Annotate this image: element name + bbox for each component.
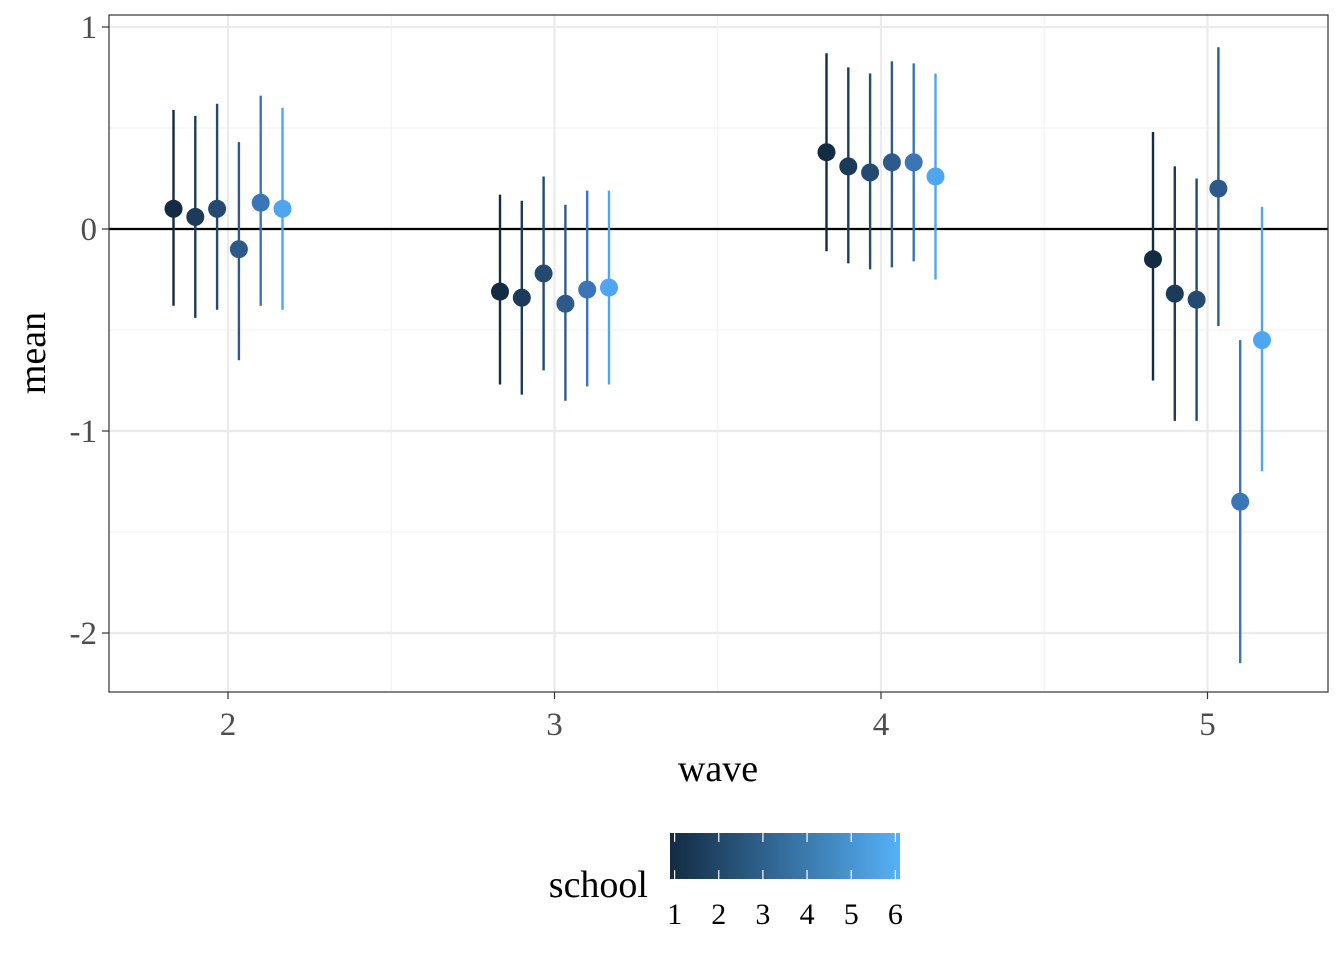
x-tick-label: 3 bbox=[546, 707, 563, 743]
data-marks bbox=[164, 47, 1271, 664]
point-school-4-wave-2 bbox=[229, 240, 248, 259]
point-school-2-wave-5 bbox=[1165, 284, 1184, 303]
point-school-4-wave-5 bbox=[1209, 179, 1228, 198]
point-school-4-wave-4 bbox=[882, 153, 901, 172]
point-school-2-wave-2 bbox=[186, 207, 205, 226]
y-tick-label: -2 bbox=[70, 616, 98, 652]
point-school-4-wave-3 bbox=[556, 294, 575, 313]
point-school-2-wave-3 bbox=[512, 288, 531, 307]
plot-panel-border bbox=[108, 14, 1329, 693]
x-tick-label: 2 bbox=[220, 707, 237, 743]
y-axis-title: mean bbox=[12, 312, 54, 394]
point-school-1-wave-4 bbox=[817, 143, 836, 162]
legend-label: 3 bbox=[755, 898, 770, 931]
point-school-6-wave-5 bbox=[1253, 331, 1271, 350]
y-tick-label: 0 bbox=[81, 212, 98, 248]
point-school-1-wave-3 bbox=[491, 282, 509, 301]
point-school-5-wave-3 bbox=[578, 280, 597, 299]
point-school-3-wave-2 bbox=[208, 199, 227, 218]
point-school-5-wave-4 bbox=[904, 153, 923, 172]
grid-lines bbox=[109, 15, 1328, 692]
legend-label: 1 bbox=[667, 898, 682, 931]
x-axis-title: wave bbox=[678, 748, 758, 790]
point-school-3-wave-3 bbox=[534, 264, 553, 283]
legend-colorbar bbox=[670, 833, 900, 879]
x-tick-label: 5 bbox=[1199, 707, 1216, 743]
point-school-6-wave-2 bbox=[273, 199, 292, 218]
point-school-6-wave-4 bbox=[926, 167, 945, 186]
legend-title: school bbox=[549, 864, 648, 906]
point-school-6-wave-3 bbox=[600, 278, 618, 297]
point-school-3-wave-5 bbox=[1187, 290, 1206, 309]
y-axis: 1 0 -1 -2 bbox=[70, 10, 109, 652]
point-school-2-wave-4 bbox=[839, 157, 858, 176]
x-tick-label: 4 bbox=[873, 707, 890, 743]
x-axis: 2 3 4 5 bbox=[220, 692, 1216, 743]
legend-label: 2 bbox=[711, 898, 726, 931]
point-school-3-wave-4 bbox=[861, 163, 880, 182]
point-school-5-wave-5 bbox=[1231, 492, 1250, 511]
legend-label: 6 bbox=[888, 898, 903, 931]
y-tick-label: -1 bbox=[70, 414, 98, 450]
y-tick-label: 1 bbox=[81, 10, 98, 46]
plot-panel-background bbox=[109, 15, 1328, 692]
legend-label: 4 bbox=[800, 898, 815, 931]
point-school-1-wave-5 bbox=[1144, 250, 1162, 269]
point-school-1-wave-2 bbox=[164, 199, 183, 218]
legend-label: 5 bbox=[844, 898, 859, 931]
point-school-5-wave-2 bbox=[251, 193, 270, 212]
